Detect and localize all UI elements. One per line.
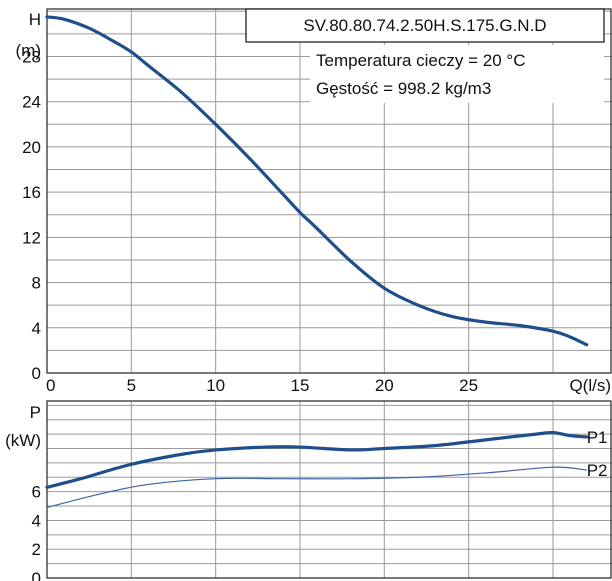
- y-tick-label: 8: [32, 274, 41, 293]
- x-tick-label: 5: [127, 376, 136, 395]
- y-tick-label: 16: [22, 183, 41, 202]
- title-box: [245, 8, 605, 43]
- temperature-annotation: Temperatura cieczy = 20 °C: [316, 51, 525, 70]
- y-tick-label: 20: [22, 138, 41, 157]
- x-tick-label: 10: [206, 376, 225, 395]
- x-tick-label: 0: [46, 376, 55, 395]
- x-axis-label: Q(l/s): [569, 376, 611, 395]
- x-tick-label: 25: [459, 376, 478, 395]
- density-annotation: Gęstość = 998.2 kg/m3: [316, 79, 491, 98]
- x-tick-label: 20: [375, 376, 394, 395]
- series-label: P1: [587, 428, 608, 447]
- y-tick-label: 0: [32, 569, 41, 581]
- y-tick-label: 2: [32, 540, 41, 559]
- chart-header: SV.80.80.74.2.50H.S.175.G.N.D Temperatur…: [245, 8, 605, 103]
- y-tick-label: 6: [32, 483, 41, 502]
- power-curve-p1: [45, 431, 589, 489]
- chart-title: SV.80.80.74.2.50H.S.175.G.N.D: [303, 16, 546, 35]
- series-label: P2: [587, 461, 608, 480]
- y-tick-label: 0: [32, 364, 41, 383]
- y-axis-label-unit: (m): [16, 41, 41, 60]
- y-tick-label: 4: [32, 511, 41, 530]
- power-curve-plot: P1 P2 0 2 4 6 P (kW): [5, 400, 612, 581]
- plot-frame: [46, 400, 612, 579]
- x-tick-label: 15: [291, 376, 310, 395]
- y-tick-label: 4: [32, 319, 41, 338]
- y-tick-label: 24: [22, 93, 41, 112]
- y-axis-label-unit: (kW): [5, 431, 41, 450]
- y-axis-label-quantity: H: [29, 10, 41, 29]
- head-curve-line: [45, 15, 589, 347]
- y-tick-label: 28: [22, 47, 41, 66]
- annotation-background: [310, 45, 604, 103]
- power-curve-p2: [46, 466, 588, 509]
- y-tick-label: 12: [22, 228, 41, 247]
- y-axis-label-quantity: P: [30, 403, 41, 422]
